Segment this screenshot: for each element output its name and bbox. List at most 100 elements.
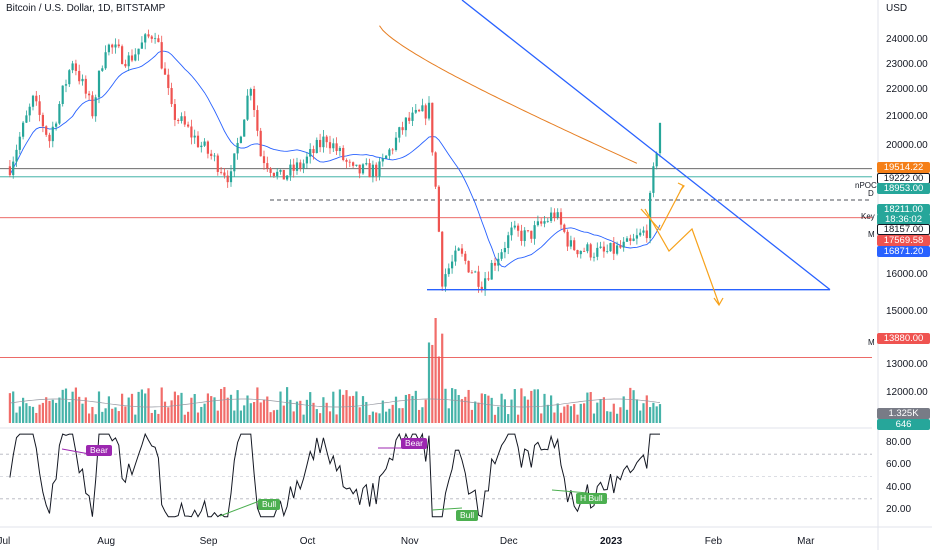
candle-body [431, 102, 434, 153]
candle-body [200, 145, 203, 148]
volume-bar [546, 404, 549, 423]
volume-bar [18, 406, 21, 423]
candle-body [550, 212, 553, 221]
candle-body [305, 156, 308, 164]
volume-bar [371, 411, 374, 423]
candle-body [658, 122, 662, 154]
volume-bar [167, 407, 170, 423]
volume-bar [276, 409, 279, 423]
candle-body [289, 164, 292, 176]
time-tick-label: 2023 [599, 536, 623, 547]
candle-body [424, 105, 427, 119]
candle-body [599, 246, 602, 248]
candle-body [421, 105, 424, 112]
volume-bar [71, 391, 74, 423]
time-tick-label: Aug [97, 536, 116, 547]
candle-body [586, 244, 589, 252]
volume-bar [170, 400, 173, 423]
candle-body [579, 250, 582, 255]
candle-body [427, 102, 431, 119]
volume-bar [645, 395, 648, 423]
volume-bar [632, 390, 635, 423]
candle-body [266, 163, 269, 169]
volume-bar [493, 414, 497, 423]
volume-bar [74, 387, 77, 423]
volume-bar [540, 413, 543, 423]
volume-bar [55, 402, 58, 423]
candle-body [609, 242, 612, 252]
candle-body [493, 262, 497, 266]
candle-body [474, 271, 477, 273]
candle-body [342, 147, 345, 161]
candle-body [154, 38, 157, 40]
candle-body [358, 164, 361, 174]
descending-trendline [461, 0, 831, 291]
candle-body [107, 44, 110, 53]
hidden-bull-divergence-line [551, 489, 589, 494]
volume-bar [569, 406, 572, 423]
volume-bar [411, 395, 414, 423]
volume-bar [289, 399, 292, 423]
volume-bar [196, 412, 200, 423]
volume-bar [130, 393, 134, 423]
volume-bar [325, 402, 328, 423]
candle-body [655, 153, 658, 167]
volume-bar [447, 408, 450, 423]
candle-body [487, 278, 490, 280]
candle-body [596, 247, 599, 257]
candle-body [510, 227, 513, 236]
candle-body [385, 155, 388, 159]
candle-body [355, 164, 358, 166]
volume-bar [424, 399, 427, 423]
volume-bar [256, 387, 259, 423]
volume-bar [596, 402, 599, 423]
candle-body [434, 152, 437, 187]
volume-bar [464, 396, 467, 423]
volume-bar [183, 414, 186, 423]
candle-body [18, 136, 21, 150]
candle-body [12, 161, 15, 176]
volume-bar [579, 403, 582, 423]
volume-bar [286, 387, 289, 423]
candle-body [401, 127, 404, 131]
volume-bar [328, 411, 332, 423]
volume-bar [173, 391, 176, 423]
volume-bar [467, 389, 470, 423]
volume-bar [520, 388, 523, 423]
price-tick-label: 16000.00 [886, 269, 928, 280]
volume-bar [226, 397, 229, 423]
volume-bar [272, 410, 275, 423]
volume-bar [213, 397, 216, 423]
candle-body [213, 155, 216, 157]
volume-bar [470, 409, 473, 423]
candle-body [243, 119, 246, 137]
candle-body [253, 88, 256, 111]
candle-body [25, 115, 28, 123]
volume-bar [639, 410, 642, 423]
volume-bar [101, 411, 104, 423]
candle-body [520, 230, 523, 241]
volume-bar [391, 404, 394, 423]
volume-bar [361, 396, 365, 423]
candle-body [338, 147, 341, 152]
volume-bar [319, 413, 322, 423]
volume-bar [31, 406, 35, 423]
volume-bar [497, 406, 500, 423]
candle-body [226, 175, 229, 183]
volume-bar [523, 396, 526, 423]
volume-bar [526, 399, 530, 423]
candle-body [35, 95, 38, 102]
volume-bar [434, 318, 437, 423]
candle-body [368, 163, 371, 178]
candle-body [543, 221, 546, 224]
candle-body [622, 241, 625, 248]
candle-body [517, 225, 520, 231]
volume-bar [104, 408, 107, 423]
candle-body [94, 97, 97, 117]
candle-body [187, 124, 190, 127]
volume-bar [41, 402, 44, 423]
volume-bar [236, 390, 239, 423]
candle-body [437, 186, 440, 232]
